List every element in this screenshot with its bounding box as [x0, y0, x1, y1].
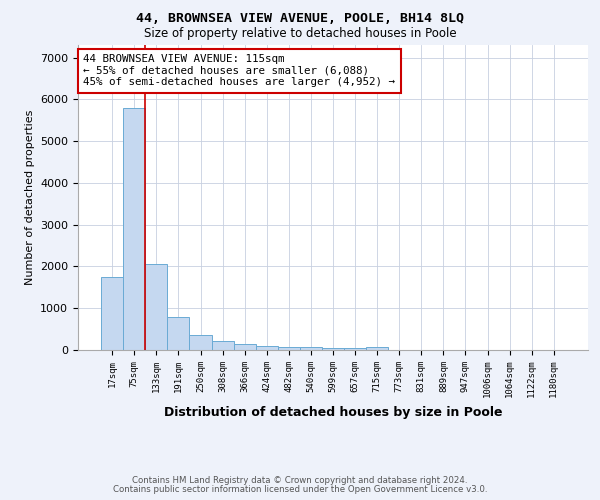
Bar: [322, 348, 344, 350]
Bar: [233, 344, 256, 350]
Text: 44, BROWNSEA VIEW AVENUE, POOLE, BH14 8LQ: 44, BROWNSEA VIEW AVENUE, POOLE, BH14 8L…: [136, 12, 464, 26]
Bar: [344, 348, 366, 350]
Bar: [190, 336, 212, 350]
Bar: [123, 108, 145, 350]
Bar: [212, 341, 233, 350]
X-axis label: Distribution of detached houses by size in Poole: Distribution of detached houses by size …: [164, 406, 502, 418]
Text: 44 BROWNSEA VIEW AVENUE: 115sqm
← 55% of detached houses are smaller (6,088)
45%: 44 BROWNSEA VIEW AVENUE: 115sqm ← 55% of…: [83, 54, 395, 88]
Bar: [366, 347, 388, 350]
Bar: [145, 264, 167, 350]
Text: Contains HM Land Registry data © Crown copyright and database right 2024.: Contains HM Land Registry data © Crown c…: [132, 476, 468, 485]
Text: Size of property relative to detached houses in Poole: Size of property relative to detached ho…: [143, 28, 457, 40]
Bar: [256, 346, 278, 350]
Text: Contains public sector information licensed under the Open Government Licence v3: Contains public sector information licen…: [113, 485, 487, 494]
Bar: [167, 317, 190, 350]
Bar: [300, 348, 322, 350]
Y-axis label: Number of detached properties: Number of detached properties: [25, 110, 35, 285]
Bar: [278, 347, 300, 350]
Bar: [101, 277, 123, 350]
